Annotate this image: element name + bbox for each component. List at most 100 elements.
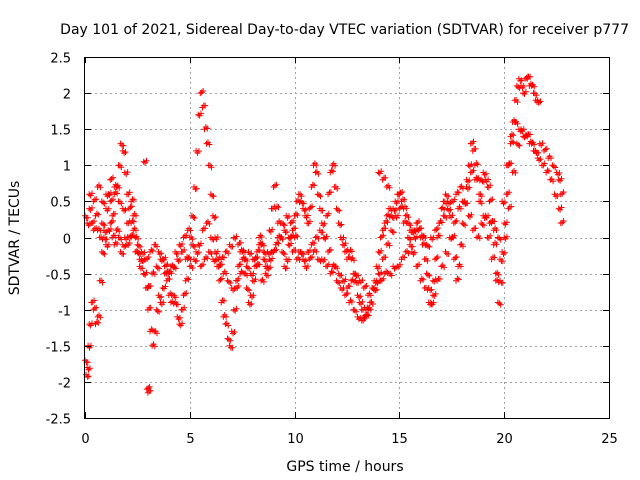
x-tick-label: 15: [391, 432, 408, 447]
data-point: [206, 141, 213, 148]
data-point: [225, 278, 232, 285]
data-point: [239, 269, 246, 276]
data-point: [97, 314, 104, 321]
data-point: [378, 233, 385, 240]
data-point: [441, 264, 448, 271]
data-point: [198, 110, 204, 117]
data-point: [304, 263, 311, 270]
data-point: [177, 314, 183, 321]
data-point: [522, 88, 529, 95]
data-point: [476, 235, 483, 242]
data-point: [191, 215, 198, 221]
data-point: [454, 189, 461, 195]
data-point: [536, 99, 543, 106]
data-point: [238, 268, 245, 275]
data-point: [355, 294, 362, 301]
data-point: [204, 255, 211, 262]
data-point: [342, 240, 349, 247]
data-point: [316, 256, 323, 263]
data-point: [128, 203, 135, 210]
data-point: [515, 84, 522, 91]
data-point: [163, 262, 169, 269]
data-point: [172, 294, 179, 301]
data-point: [273, 181, 280, 188]
data-point: [402, 248, 409, 255]
data-point: [154, 330, 160, 337]
data-point: [273, 246, 280, 253]
data-point: [121, 207, 128, 214]
data-point: [378, 247, 385, 254]
data-point: [114, 183, 121, 190]
data-point: [154, 308, 161, 315]
data-point: [244, 286, 251, 293]
data-point: [536, 157, 543, 164]
data-point: [202, 254, 209, 260]
data-point: [285, 234, 292, 241]
data-point: [252, 276, 259, 283]
data-point: [302, 206, 309, 213]
data-point: [211, 258, 218, 265]
data-point: [487, 218, 494, 225]
data-point: [307, 247, 313, 254]
data-point: [313, 248, 320, 255]
data-point: [315, 170, 322, 177]
data-point: [174, 301, 181, 308]
data-point: [514, 99, 521, 105]
data-point: [248, 300, 255, 307]
data-point: [130, 233, 137, 239]
data-point: [158, 250, 165, 257]
data-point: [252, 254, 259, 261]
x-axis-label: GPS time / hours: [286, 459, 403, 475]
data-point: [219, 254, 226, 260]
data-point: [411, 249, 418, 256]
data-point: [166, 276, 173, 283]
data-point: [399, 189, 406, 195]
data-point: [244, 264, 251, 271]
data-point: [492, 270, 499, 277]
data-point: [200, 88, 207, 94]
data-point: [110, 217, 116, 224]
data-point: [468, 161, 475, 168]
data-point: [296, 256, 303, 263]
data-point: [156, 251, 163, 258]
series-arc-b: [82, 118, 567, 299]
data-point: [103, 236, 110, 243]
data-point: [230, 306, 237, 313]
data-point: [222, 248, 229, 255]
data-point: [301, 207, 308, 214]
data-point: [93, 196, 100, 203]
data-point: [386, 184, 393, 191]
data-point: [147, 387, 154, 394]
x-tick-label: 10: [287, 432, 304, 447]
data-point: [250, 292, 257, 299]
data-point: [382, 174, 389, 181]
data-point: [531, 83, 538, 90]
data-point: [189, 265, 196, 271]
data-point: [508, 138, 515, 145]
data-point: [321, 256, 328, 263]
y-tick-label: 0.5: [50, 196, 71, 211]
series-arc-a: [82, 73, 544, 380]
data-point: [390, 229, 397, 236]
data-point: [384, 269, 391, 276]
data-point: [283, 265, 290, 272]
data-point: [338, 272, 345, 279]
data-point: [481, 215, 488, 221]
data-point: [122, 149, 129, 155]
data-point: [246, 265, 253, 272]
data-point: [544, 167, 551, 174]
data-point: [258, 277, 265, 284]
data-point: [107, 226, 114, 232]
data-point: [307, 204, 314, 211]
data-point: [158, 293, 165, 300]
data-point: [179, 241, 186, 247]
data-point: [184, 275, 190, 282]
data-point: [274, 203, 281, 210]
data-point: [386, 242, 393, 249]
data-point: [473, 174, 480, 181]
data-point: [101, 222, 108, 229]
data-point: [541, 160, 548, 167]
x-tick-label: 0: [81, 432, 89, 447]
data-point: [126, 189, 133, 196]
data-point: [457, 184, 464, 190]
